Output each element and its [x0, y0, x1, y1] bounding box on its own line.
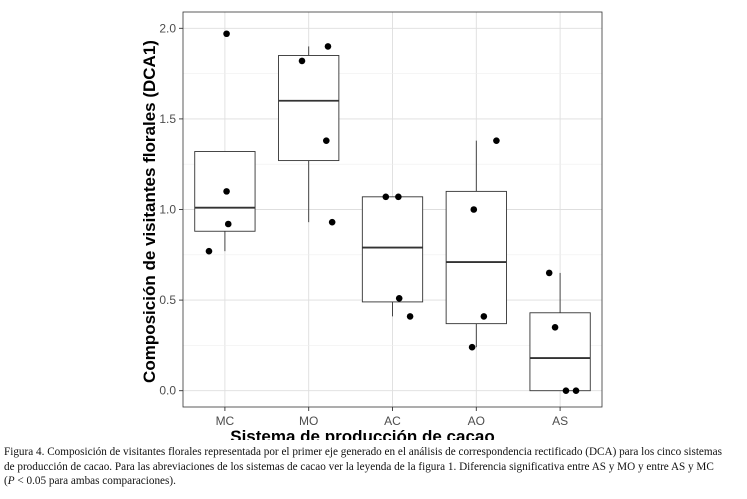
point-group [205, 30, 580, 394]
data-point [493, 137, 500, 144]
y-tick-label: 1.5 [159, 112, 176, 126]
data-point [551, 323, 559, 331]
caption-p-symbol: P [7, 475, 15, 487]
data-point [468, 343, 476, 351]
caption-line: de producción de cacao. Para las abrevia… [4, 460, 714, 473]
data-point [328, 218, 336, 226]
x-tick-label: AO [468, 414, 485, 428]
data-point [205, 247, 213, 255]
x-tick-label: AC [384, 414, 401, 428]
caption-line: Figura 4. Composición de visitantes flor… [4, 446, 722, 458]
y-tick-label: 0.5 [159, 293, 176, 307]
y-axis-ticks: 0.0 0.5 1.0 1.5 2.0 [159, 21, 183, 398]
y-tick-label: 2.0 [159, 21, 176, 35]
box [445, 190, 507, 325]
data-point [322, 137, 330, 144]
caption-line-end: < 0.05 para ambas comparaciones). [14, 475, 176, 487]
data-point [223, 30, 230, 38]
data-point [480, 313, 488, 320]
y-tick-label: 1.0 [159, 203, 176, 217]
data-point [324, 43, 332, 50]
box-group [194, 46, 591, 392]
x-axis-title: Sistema de producción de cacao [230, 427, 495, 440]
y-axis-title: Composición de visitantes florales (DCA1… [140, 40, 159, 383]
y-tick-label: 0.0 [159, 384, 176, 398]
data-point [470, 206, 478, 213]
box [529, 312, 591, 392]
box [278, 55, 340, 162]
data-point [395, 193, 402, 201]
data-point [382, 193, 390, 201]
data-point [572, 387, 580, 394]
data-point [545, 269, 553, 277]
box [361, 196, 424, 303]
figure-caption: Figura 4. Composición de visitantes flor… [4, 445, 744, 489]
x-tick-label: MO [299, 414, 318, 428]
x-axis-ticks: MC MO AC AO AS [216, 407, 568, 428]
data-point [395, 294, 403, 302]
box-plot-chart: 0.0 0.5 1.0 1.5 2.0 MC MO AC AO AS Composición d… [140, 11, 603, 440]
data-point [406, 313, 414, 320]
data-point [562, 387, 570, 394]
data-point [224, 220, 232, 228]
caption-line: (P < 0.05 para ambas comparaciones). [4, 475, 176, 487]
x-tick-label: MC [216, 414, 235, 428]
data-point [298, 57, 306, 65]
x-tick-label: AS [552, 414, 568, 428]
data-point [223, 188, 230, 195]
